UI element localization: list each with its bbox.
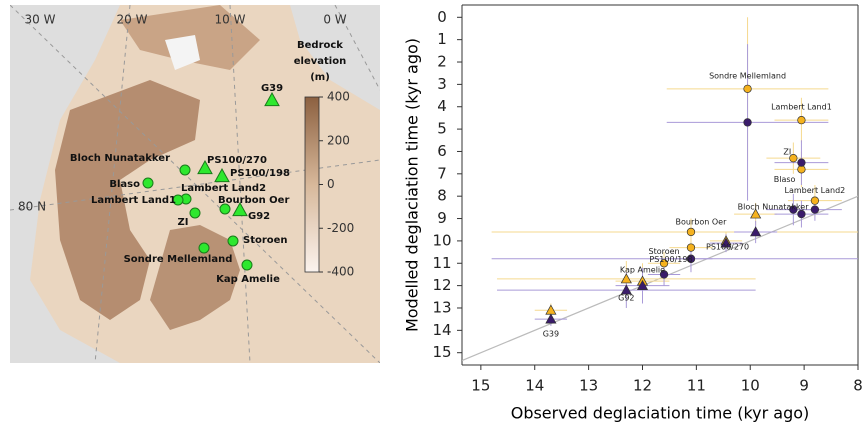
site-marker [199,243,209,253]
colorbar-title: elevation [294,56,346,67]
y-tick-label: 7 [437,164,447,182]
point [687,228,695,236]
point-label: Lambert Land1 [771,103,832,112]
x-tick-label: 15 [471,377,490,395]
x-tick-label: 10 [741,377,760,395]
point [811,197,819,205]
point [798,116,806,124]
point-label: Bourbon Oer [676,217,728,226]
colorbar-tick-label: 200 [327,133,350,147]
point-label: ZI [783,148,791,157]
site-label: Lambert Land1 [91,195,176,206]
colorbar-tick-label: 0 [327,177,335,191]
y-tick-label: 3 [437,75,447,93]
y-tick-label: 12 [432,276,451,294]
lon-label: 20 W [117,13,148,27]
point-label: Blaso [774,175,796,184]
point [744,119,752,127]
x-tick-label: 8 [853,377,862,395]
site-label: ZI [178,217,189,228]
y-tick-label: 6 [437,142,447,160]
y-tick-label: 4 [437,97,447,115]
x-tick-label: 13 [579,377,598,395]
point-label: G39 [543,330,559,339]
identity-line [462,196,858,360]
site-label: G92 [248,211,270,222]
point-label: Kap Amelie [620,266,665,275]
point-label: Storoen [648,247,679,256]
y-tick-label: 8 [437,187,447,205]
y-tick-label: 11 [432,254,451,272]
colorbar [305,97,319,272]
site-label: Blaso [109,179,140,190]
point [811,206,819,214]
y-tick-label: 15 [432,343,451,361]
y-tick-label: 13 [432,298,451,316]
site-label: Bloch Nunatakker [70,153,170,164]
y-tick-label: 1 [437,30,447,48]
colorbar-title: (m) [310,72,330,83]
x-axis-title: Observed deglaciation time (kyr ago) [511,404,810,423]
lon-label: 10 W [215,13,246,27]
x-tick-label: 9 [799,377,809,395]
figure: Observed deglaciation time (kyr ago) Mod… [0,0,862,433]
point [798,159,806,167]
colorbar-tick-label: -200 [327,221,354,235]
site-marker [190,208,200,218]
point-label: Bloch Nunatakker [738,203,810,212]
site-label: Bourbon Oer [218,195,289,206]
x-tick-label: 12 [633,377,652,395]
point [687,244,695,252]
point [744,85,752,93]
site-label: Storoen [243,235,288,246]
point-label: PS100/198 [649,255,692,264]
point-label: G92 [618,293,634,302]
site-marker [228,236,238,246]
site-label: Lambert Land2 [181,183,266,194]
site-label: Sondre Mellemland [124,254,233,265]
colorbar-tick-label: -400 [327,265,354,279]
site-label: Kap Amelie [216,274,280,285]
lon-label: 30 W [25,13,56,27]
x-tick-label: 14 [525,377,544,395]
site-marker [180,165,190,175]
y-tick-label: 9 [437,209,447,227]
point-label: Lambert Land2 [785,186,846,195]
y-tick-label: 0 [437,8,447,26]
colorbar-title: Bedrock [297,40,343,51]
x-tick-label: 11 [687,377,706,395]
site-label: PS100/270 [207,155,267,166]
y-tick-label: 14 [432,321,451,339]
y-axis-title: Modelled deglaciation time (kyr ago) [403,38,422,332]
plot-area: Sondre Mellemland Lambert Land1 ZI Blaso Lam… [462,17,862,360]
y-tick-label: 5 [437,120,447,138]
site-marker [143,178,153,188]
lon-label: 0 W [323,13,346,27]
site-label: G39 [261,83,283,94]
y-tick-label: 10 [432,231,451,249]
colorbar-tick-label: 400 [327,90,350,104]
point-label: Sondre Mellemland [709,71,786,80]
site-marker [242,260,252,270]
lat-label: 80 N [18,200,46,214]
point-label: PS100/270 [706,242,749,251]
site-label: PS100/198 [230,168,290,179]
y-tick-label: 2 [437,53,447,71]
